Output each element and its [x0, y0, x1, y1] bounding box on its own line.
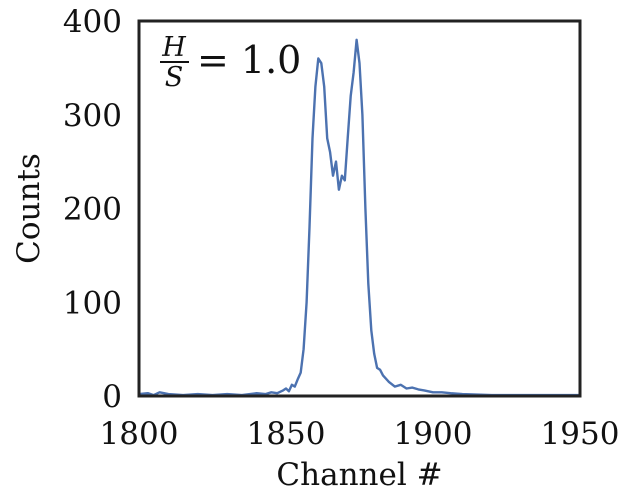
chart-marks: [138, 38, 580, 397]
y-tick-label: 200: [63, 192, 122, 228]
annotation-numerator: H: [161, 32, 186, 63]
y-tick-label: 300: [63, 98, 122, 134]
x-tick-label: 1850: [247, 416, 326, 452]
y-tick-label: 400: [63, 4, 122, 40]
ratio-annotation: H S = 1.0: [160, 32, 301, 93]
x-tick-label: 1900: [394, 416, 473, 452]
axes-frame: [137, 19, 582, 398]
annotation-value: = 1.0: [197, 38, 301, 82]
y-tick-label: 0: [102, 379, 122, 415]
series-line-0: [138, 38, 580, 397]
y-tick-label: 100: [63, 285, 122, 321]
tick-labels: 1800 1850 1900 1950 0 100 200 300 400: [63, 4, 620, 452]
x-tick-label: 1800: [100, 416, 179, 452]
y-axis-label: Counts: [11, 153, 47, 264]
x-tick-label: 1950: [541, 416, 620, 452]
x-axis-label: Channel #: [276, 457, 442, 493]
annotation-denominator: S: [165, 62, 184, 93]
